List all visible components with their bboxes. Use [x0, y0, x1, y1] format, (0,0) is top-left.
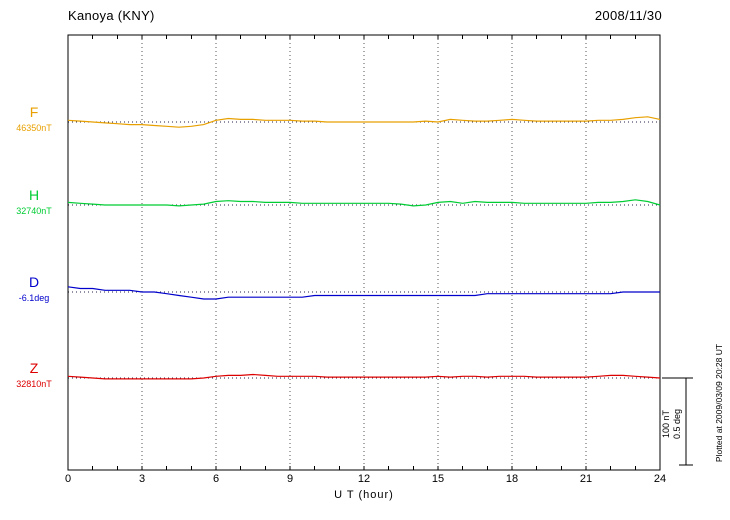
trace-baseline-value: 32810nT [16, 379, 52, 389]
x-tick-label-12: 12 [357, 473, 371, 485]
trace-baseline-value: 32740nT [16, 206, 52, 216]
x-tick-label-15: 15 [431, 473, 445, 485]
x-tick-label-9: 9 [286, 473, 294, 485]
x-tick-label-24: 24 [653, 473, 667, 485]
x-tick-label-18: 18 [505, 473, 519, 485]
trace-label-D: D -6.1deg [4, 275, 64, 303]
x-tick-label-6: 6 [212, 473, 220, 485]
trace-label-Z: Z 32810nT [4, 361, 64, 389]
trace-baseline-value: -6.1deg [18, 293, 50, 303]
plotted-at-label: Plotted at 2009/03/09 20:28 UT [714, 343, 724, 463]
trace-letter: F [29, 104, 39, 120]
trace-H [67, 199, 661, 207]
trace-label-H: H 32740nT [4, 188, 64, 216]
trace-letter: D [28, 274, 40, 290]
scale-bar-label: 100 nT 0.5 deg [661, 401, 683, 447]
trace-D [67, 286, 660, 300]
trace-Z [67, 373, 661, 380]
date-label: 2008/11/30 [594, 8, 662, 23]
x-tick-label-0: 0 [64, 473, 72, 485]
x-tick-label-21: 21 [579, 473, 593, 485]
trace-F [67, 116, 661, 128]
station-title: Kanoya (KNY) [68, 8, 155, 23]
scale-nt-label: 100 nT [661, 409, 671, 439]
trace-letter: H [28, 187, 40, 203]
x-tick-label-3: 3 [138, 473, 146, 485]
trace-letter: Z [29, 360, 39, 376]
x-axis-label: U T (hour) [334, 489, 394, 501]
scale-deg-label: 0.5 deg [672, 408, 682, 440]
trace-baseline-value: 46350nT [16, 123, 52, 133]
trace-label-F: F 46350nT [4, 105, 64, 133]
